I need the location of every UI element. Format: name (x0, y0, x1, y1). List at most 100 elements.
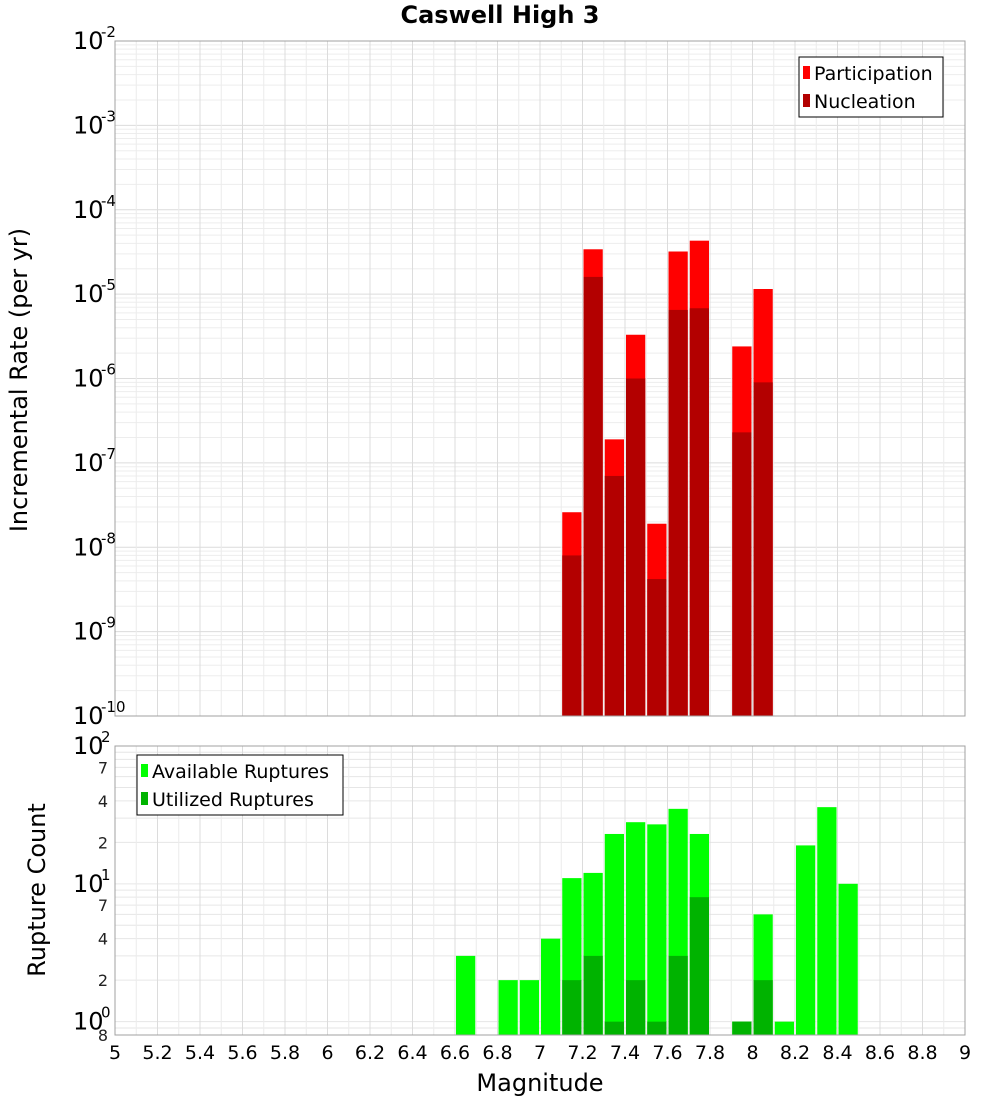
x-tick-label: 6.4 (397, 1042, 427, 1064)
x-tick-label: 8.2 (780, 1042, 810, 1064)
tick-base: 10 (73, 870, 104, 898)
top-y-axis-label: Incremental Rate (per yr) (5, 228, 33, 532)
available-ruptures-bar (498, 980, 518, 1035)
tick-exponent: -10 (101, 698, 126, 716)
x-tick-label: 8.8 (907, 1042, 937, 1064)
top-y-tick-label: 10-5 (73, 276, 116, 308)
legend-swatch (803, 66, 810, 79)
available-ruptures-bar (817, 807, 837, 1035)
x-tick-label: 6.2 (355, 1042, 385, 1064)
legend-swatch (141, 792, 148, 805)
legend-swatch (141, 764, 148, 777)
x-axis-label: Magnitude (476, 1069, 603, 1097)
tick-exponent: -7 (101, 445, 116, 463)
tick-exponent: -9 (101, 614, 116, 632)
tick-base: 10 (73, 449, 104, 477)
legend-swatch (803, 94, 810, 107)
nucleation-bar (668, 309, 688, 716)
bottom-y-minor-tick-label: 4 (98, 792, 108, 811)
x-tick-label: 5.6 (227, 1042, 257, 1064)
bottom-y-tick-label: 100 (73, 1004, 111, 1036)
nucleation-bar (583, 276, 603, 716)
top-y-tick-label: 10-4 (73, 192, 116, 224)
utilized-ruptures-bar (626, 980, 646, 1035)
tick-exponent: 1 (101, 866, 111, 884)
bottom-y-minor-tick-label: 8 (98, 1026, 108, 1045)
bottom-y-tick-label: 102 (73, 728, 111, 760)
x-tick-label: 6 (321, 1042, 333, 1064)
tick-base: 10 (73, 1008, 104, 1036)
x-tick-label: 7.8 (695, 1042, 725, 1064)
utilized-ruptures-bar (562, 980, 582, 1035)
top-y-tick-label: 10-9 (73, 614, 116, 646)
tick-base: 10 (73, 280, 104, 308)
available-ruptures-bar (456, 955, 476, 1035)
nucleation-bar (732, 432, 752, 716)
tick-base: 10 (73, 27, 104, 55)
utilized-ruptures-bar (668, 955, 688, 1035)
utilized-ruptures-bar (583, 955, 603, 1035)
nucleation-bar (562, 555, 582, 716)
x-tick-label: 7 (534, 1042, 546, 1064)
tick-base: 10 (73, 732, 104, 760)
x-tick-label: 7.4 (610, 1042, 640, 1064)
top-y-tick-label: 10-10 (73, 698, 126, 730)
available-ruptures-bar (519, 980, 539, 1035)
bottom-y-minor-tick-label: 7 (98, 758, 108, 777)
legend-entry: Participation (814, 63, 933, 85)
available-ruptures-bar (647, 824, 667, 1035)
x-tick-label: 6.8 (482, 1042, 512, 1064)
top-legend: Participation Nucleation (798, 56, 944, 118)
nucleation-bar (689, 308, 709, 716)
x-tick-label: 5.2 (142, 1042, 172, 1064)
top-y-tick-label: 10-3 (73, 107, 116, 139)
top-y-tick-label: 10-2 (73, 23, 116, 55)
utilized-ruptures-bar (689, 897, 709, 1035)
top-y-tick-label: 10-7 (73, 445, 116, 477)
tick-exponent: -8 (101, 529, 116, 547)
tick-base: 10 (73, 618, 104, 646)
tick-exponent: -4 (101, 192, 116, 210)
chart-title: Caswell High 3 (401, 1, 600, 29)
available-ruptures-bar (838, 883, 858, 1035)
bottom-y-minor-tick-label: 2 (98, 833, 108, 852)
bottom-y-tick-label: 101 (73, 866, 111, 898)
available-ruptures-bar (541, 938, 561, 1035)
top-plot-area (114, 40, 966, 717)
tick-exponent: 0 (101, 1004, 111, 1022)
x-tick-label: 8 (746, 1042, 758, 1064)
tick-base: 10 (73, 533, 104, 561)
tick-base: 10 (73, 196, 104, 224)
x-tick-label: 8.6 (865, 1042, 895, 1064)
nucleation-bar (626, 378, 646, 716)
tick-exponent: -5 (101, 276, 116, 294)
top-plot-frame (114, 40, 966, 717)
legend-box (136, 754, 344, 816)
x-tick-label: 8.4 (822, 1042, 852, 1064)
tick-base: 10 (73, 365, 104, 393)
legend-box (798, 56, 944, 118)
top-y-tick-label: 10-6 (73, 361, 116, 393)
available-ruptures-bar (604, 833, 624, 1035)
bottom-y-minor-tick-label: 7 (98, 896, 108, 915)
utilized-ruptures-bar (753, 980, 773, 1035)
nucleation-bar (753, 382, 773, 716)
available-ruptures-bar (774, 1021, 794, 1035)
nucleation-bar (647, 579, 667, 716)
tick-base: 10 (73, 702, 104, 730)
x-tick-label: 7.6 (652, 1042, 682, 1064)
legend-entry: Utilized Ruptures (152, 789, 314, 811)
utilized-ruptures-bar (732, 1021, 752, 1035)
available-ruptures-bar (796, 845, 816, 1035)
bottom-y-axis-label: Rupture Count (23, 803, 51, 977)
tick-base: 10 (73, 111, 104, 139)
utilized-ruptures-bar (647, 1021, 667, 1035)
utilized-ruptures-bar (604, 1021, 624, 1035)
x-tick-label: 7.2 (567, 1042, 597, 1064)
bottom-y-minor-tick-label: 4 (98, 930, 108, 949)
x-tick-label: 5 (109, 1042, 121, 1064)
tick-exponent: -3 (101, 107, 116, 125)
bottom-plot-frame (114, 745, 966, 1036)
nucleation-bar (604, 475, 624, 716)
